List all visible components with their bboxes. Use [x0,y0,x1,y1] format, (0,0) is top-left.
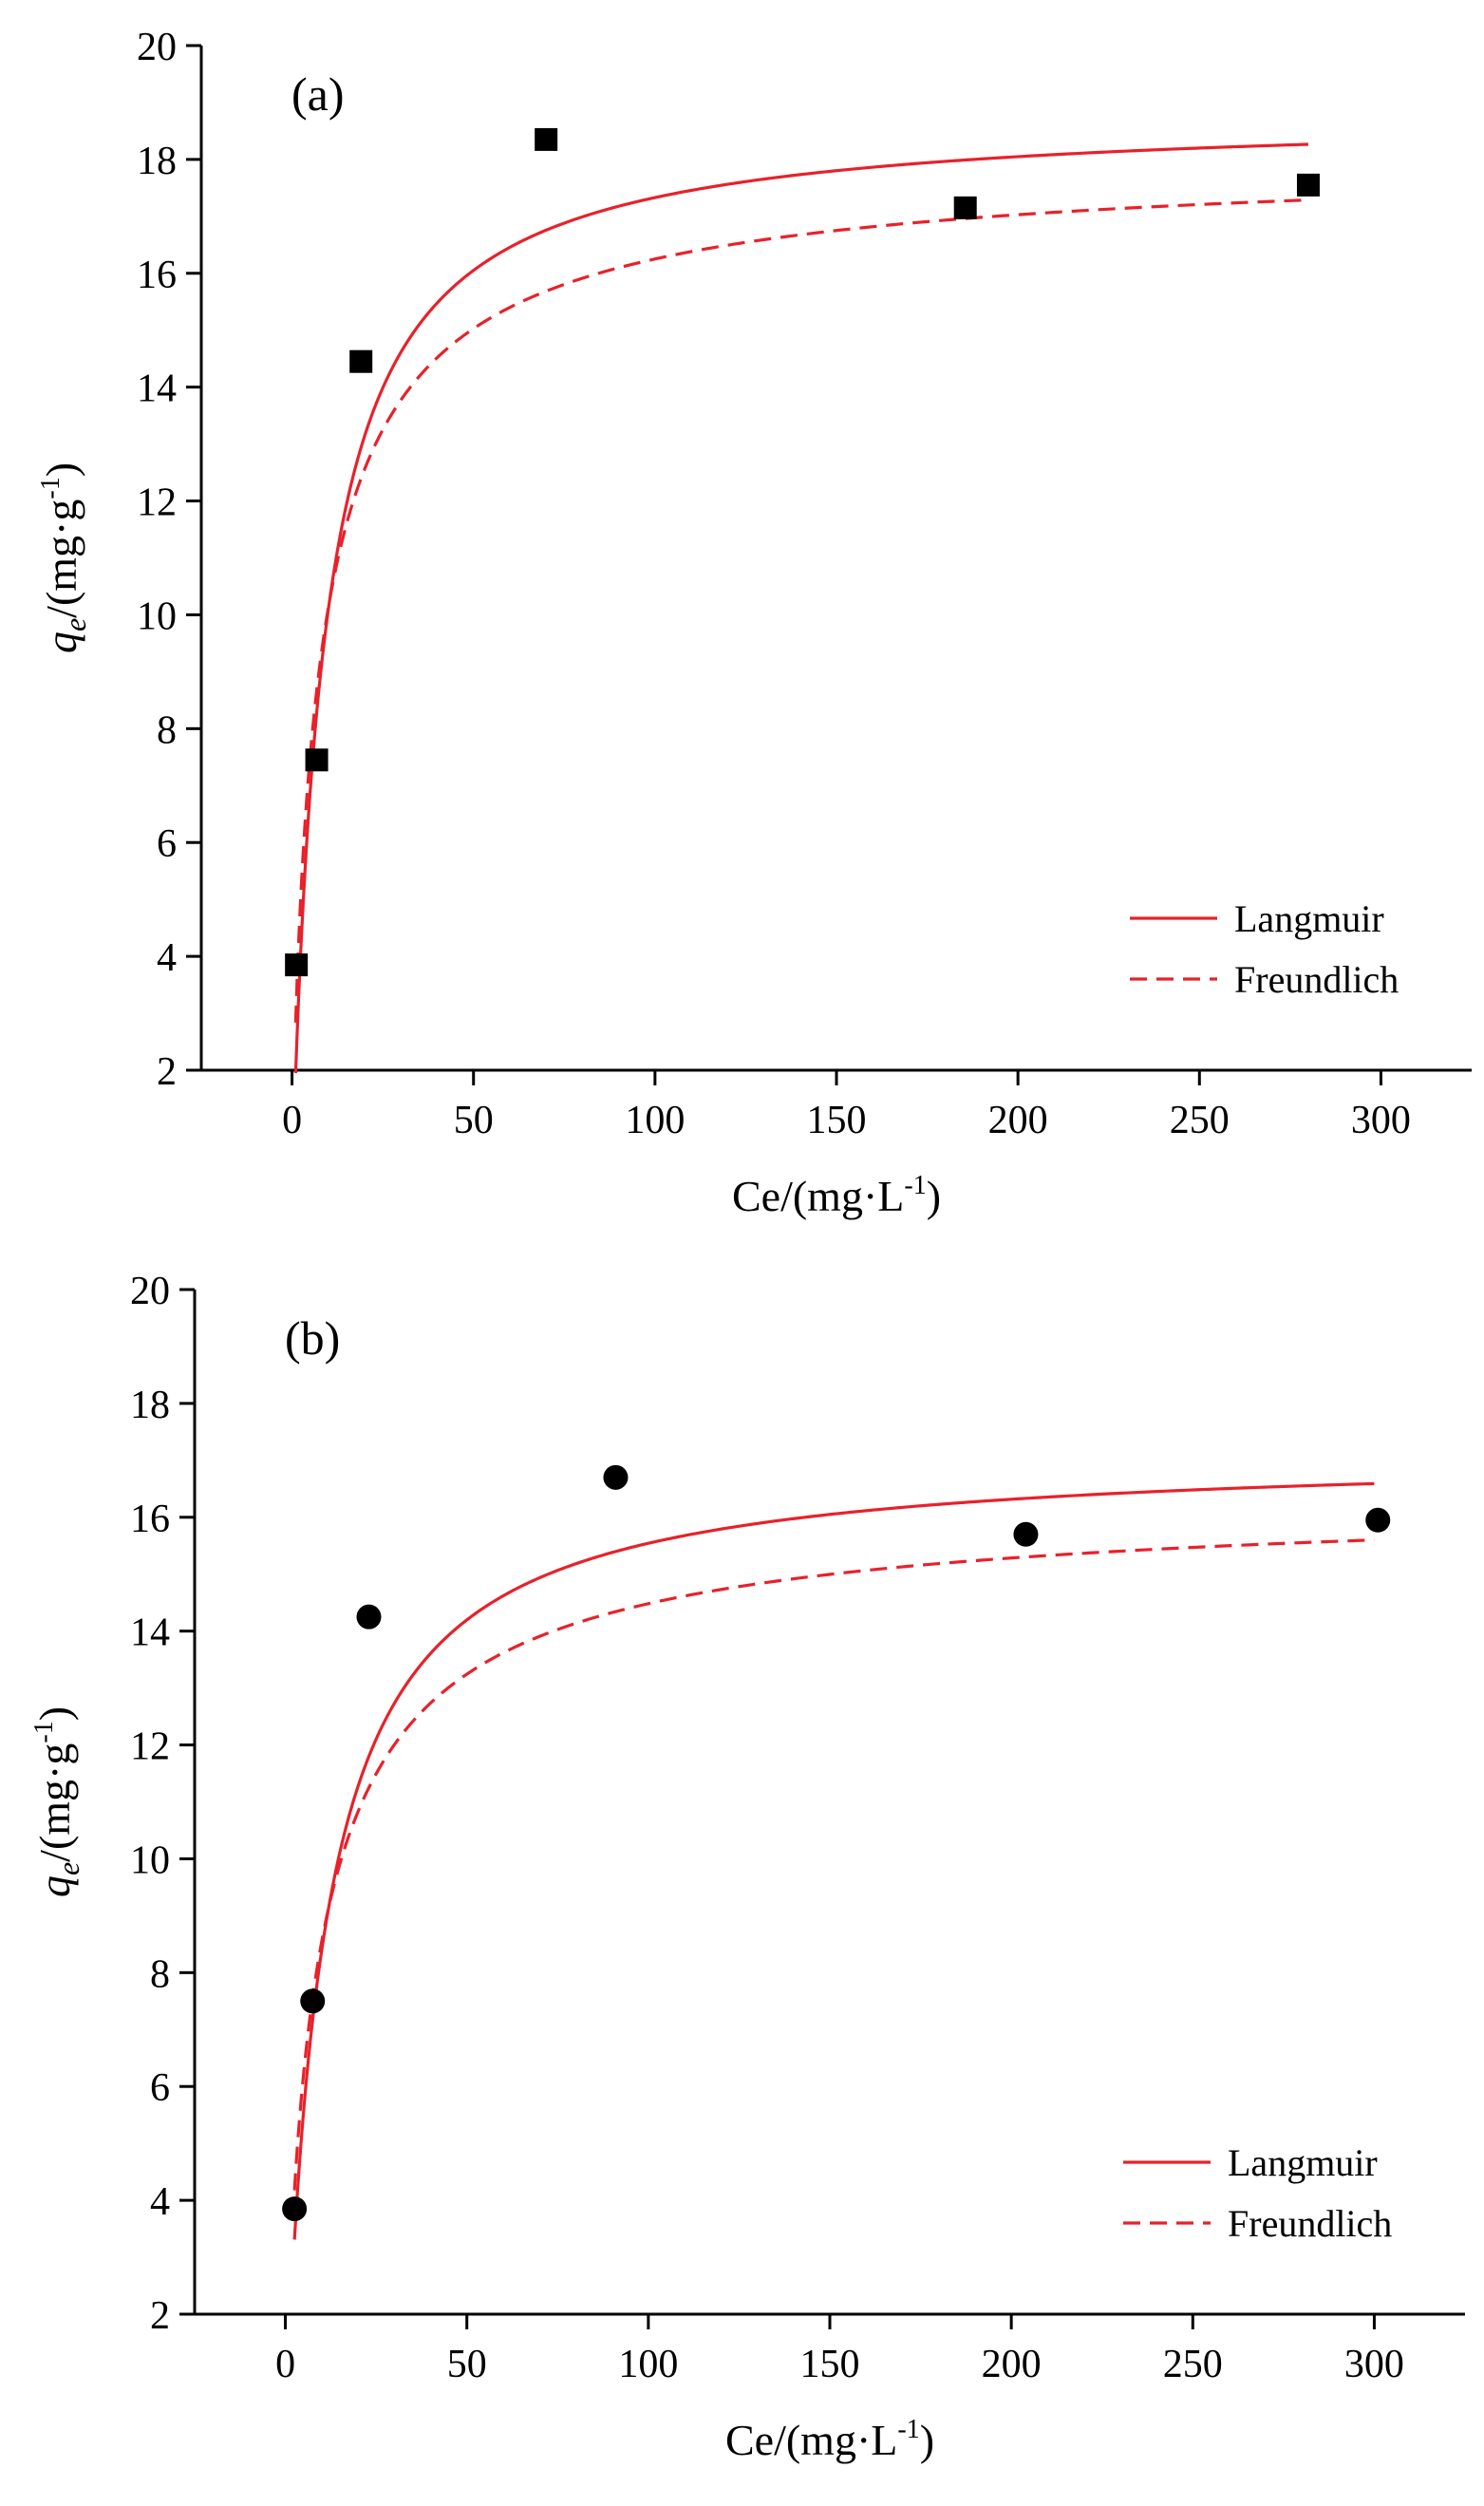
y-axis-title-superscript: -1 [29,1721,59,1743]
data-point-square [305,748,329,772]
panel-label: (a) [291,67,345,121]
x-tick-label: 200 [988,1099,1048,1142]
x-axis-title-superscript: -1 [904,1171,926,1200]
y-tick-label: 16 [137,254,177,297]
y-axis-title-subscript: e [51,1862,85,1875]
x-tick-label: 50 [447,2343,487,2386]
x-axis-title: Ce/(mg·L-1) [732,1171,941,1220]
y-tick-label: 4 [150,2180,170,2224]
x-axis-title-end: ) [927,1172,941,1220]
y-tick-label: 18 [137,140,177,183]
y-axis-title-superscript: -1 [36,477,66,499]
data-point-square [1296,173,1320,197]
y-axis-title-subscript: e [58,618,92,631]
y-tick-label: 2 [157,1050,177,1094]
y-tick-label: 8 [150,1952,170,1996]
y-tick-label: 12 [137,481,177,525]
x-tick-label: 0 [282,1099,302,1142]
data-point-circle [1365,1507,1391,1533]
y-axis-title-end: ) [37,462,85,477]
freundlich-fit-curve [293,198,1309,1023]
x-tick-label: 250 [1170,1099,1230,1142]
y-tick-label: 14 [130,1611,170,1655]
data-point-square [953,196,977,219]
y-tick-label: 4 [157,936,177,980]
x-axis-title-end: ) [920,2416,934,2464]
x-axis-title: Ce/(mg·L-1) [725,2415,934,2464]
data-point-circle [603,1464,629,1490]
y-axis-title-q: q [37,631,85,653]
y-axis-title-main: /(mg·g [37,499,85,618]
x-tick-label: 200 [982,2343,1042,2386]
x-tick-label: 0 [275,2343,295,2386]
y-tick-label: 16 [130,1498,170,1541]
y-tick-label: 10 [130,1838,170,1882]
legend-label-langmuir: Langmuir [1234,897,1384,940]
data-point-circle [356,1604,382,1630]
y-tick-label: 2 [150,2294,170,2338]
y-tick-label: 12 [130,1725,170,1769]
y-axis-title: qe/(mg·g-1) [29,1706,85,1897]
langmuir-fit-curve [292,1481,1375,2240]
legend-label-freundlich: Freundlich [1234,958,1399,1001]
y-tick-label: 18 [130,1384,170,1427]
data-point-square [349,349,373,373]
x-axis-title-main: Ce/(mg·L [732,1172,904,1220]
x-axis-title-superscript: -1 [897,2415,919,2444]
y-tick-label: 14 [137,367,177,411]
y-tick-label: 20 [137,26,177,69]
x-tick-label: 300 [1351,1099,1411,1142]
y-tick-label: 6 [157,822,177,866]
data-point-circle [1013,1521,1039,1547]
data-point-square [285,953,309,977]
data-point-circle [282,2196,308,2222]
x-tick-label: 250 [1163,2343,1223,2386]
data-point-square [535,127,558,151]
x-tick-label: 100 [625,1099,685,1142]
legend-label-freundlich: Freundlich [1228,2202,1392,2245]
y-tick-label: 8 [157,708,177,752]
x-tick-label: 50 [454,1099,494,1142]
x-tick-label: 100 [618,2343,678,2386]
x-tick-label: 150 [807,1099,867,1142]
y-tick-label: 20 [130,1270,170,1313]
y-tick-label: 6 [150,2066,170,2110]
langmuir-fit-curve [293,142,1309,1074]
legend-label-langmuir: Langmuir [1228,2141,1378,2184]
data-point-circle [300,1988,326,2014]
y-axis-title-q: q [30,1875,79,1897]
x-tick-label: 150 [800,2343,860,2386]
y-axis-title: qe/(mg·g-1) [36,462,92,653]
x-axis-title-main: Ce/(mg·L [725,2416,897,2464]
panel-label: (b) [285,1311,340,1365]
y-axis-title-end: ) [30,1706,79,1721]
x-tick-label: 300 [1344,2343,1404,2386]
y-tick-label: 10 [137,594,177,638]
y-axis-title-main: /(mg·g [30,1743,79,1862]
freundlich-fit-curve [292,1538,1375,2191]
